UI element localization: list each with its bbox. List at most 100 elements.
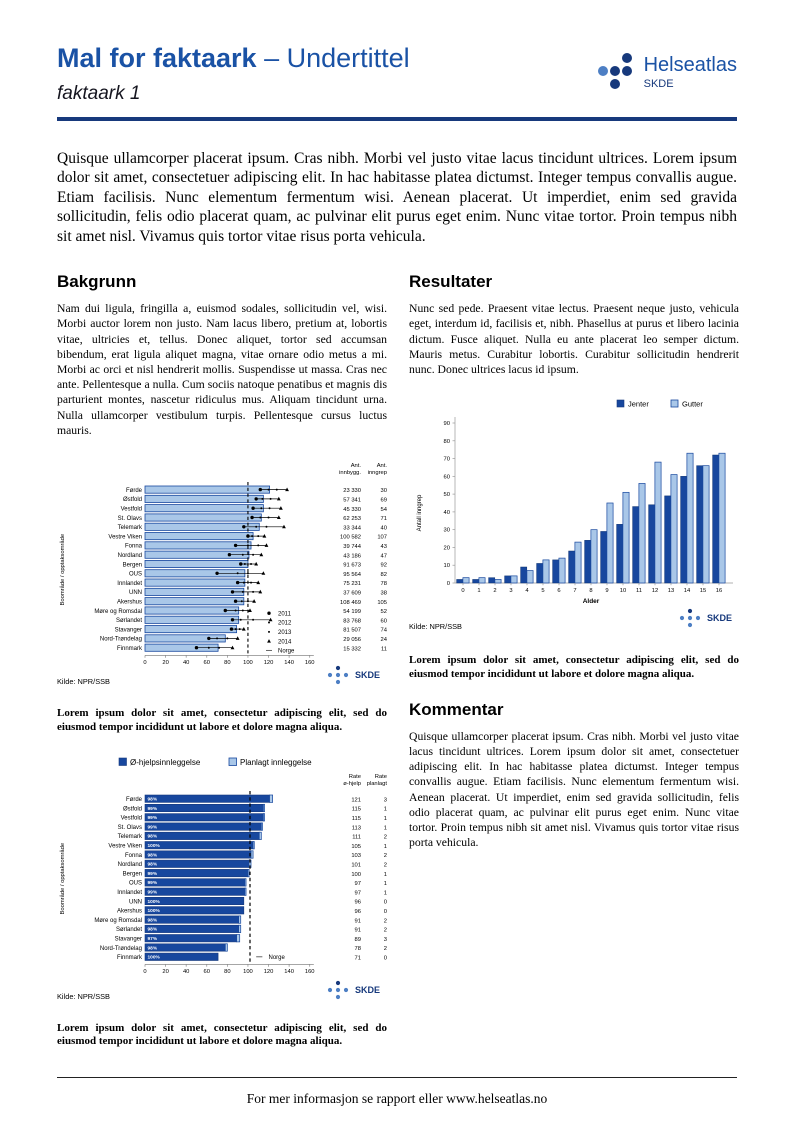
svg-text:99%: 99% <box>148 824 158 830</box>
svg-text:23 330: 23 330 <box>343 488 361 494</box>
svg-text:Østfold: Østfold <box>123 806 142 812</box>
svg-text:2011: 2011 <box>278 612 292 618</box>
svg-text:1: 1 <box>384 843 387 849</box>
svg-text:Telemark: Telemark <box>118 834 143 840</box>
svg-text:2014: 2014 <box>278 639 292 645</box>
svg-text:Kilde: NPR/SSB: Kilde: NPR/SSB <box>409 622 462 631</box>
svg-text:105: 105 <box>351 843 361 849</box>
svg-text:96: 96 <box>355 909 361 915</box>
page-subtitle: faktaark 1 <box>57 82 141 104</box>
svg-text:Nord-Trøndelag: Nord-Trøndelag <box>100 637 142 643</box>
svg-text:52: 52 <box>381 609 387 615</box>
logo-name: Helseatlas <box>643 54 737 76</box>
svg-text:98%: 98% <box>148 945 158 951</box>
svg-text:Gutter: Gutter <box>682 400 703 409</box>
svg-text:Alder: Alder <box>583 598 600 605</box>
svg-text:10: 10 <box>444 564 450 570</box>
header-titles: Mal for faktaark – Undertittel faktaark … <box>57 43 410 105</box>
svg-text:2: 2 <box>384 946 387 952</box>
svg-text:Telemark: Telemark <box>118 525 143 531</box>
svg-text:97%: 97% <box>148 936 158 942</box>
svg-text:UNN: UNN <box>129 590 142 596</box>
svg-text:Stavanger: Stavanger <box>115 936 142 942</box>
svg-text:Boområde / opptaksområde: Boområde / opptaksområde <box>59 843 66 915</box>
svg-text:0: 0 <box>461 588 464 594</box>
svg-text:Kilde: NPR/SSB: Kilde: NPR/SSB <box>57 677 110 686</box>
svg-text:98%: 98% <box>148 833 158 839</box>
svg-text:62 253: 62 253 <box>343 516 361 522</box>
svg-text:39 744: 39 744 <box>343 544 362 550</box>
svg-text:54 199: 54 199 <box>343 609 361 615</box>
svg-text:140: 140 <box>284 968 294 974</box>
svg-text:1: 1 <box>384 890 387 896</box>
kommentar-heading: Kommentar <box>409 699 504 719</box>
kommentar-body: Quisque ullamcorper placerat ipsum. Cras… <box>409 729 739 850</box>
right-column: Resultater Nunc sed pede. Praesent vitae… <box>409 272 739 1049</box>
svg-text:20: 20 <box>162 968 168 974</box>
svg-text:Førde: Førde <box>126 797 143 803</box>
svg-text:160: 160 <box>305 968 315 974</box>
svg-text:100%: 100% <box>148 898 161 904</box>
left-column: Bakgrunn Nam dui ligula, fringilla a, eu… <box>57 272 388 1049</box>
svg-text:100: 100 <box>243 660 253 666</box>
svg-text:Innlandet: Innlandet <box>117 890 142 896</box>
svg-text:91: 91 <box>355 927 361 933</box>
svg-text:90: 90 <box>444 421 450 427</box>
svg-text:89: 89 <box>355 936 361 942</box>
svg-text:2: 2 <box>384 918 387 924</box>
svg-text:140: 140 <box>284 660 294 666</box>
svg-text:15: 15 <box>700 588 706 594</box>
svg-text:98%: 98% <box>148 861 158 867</box>
svg-text:99%: 99% <box>148 805 158 811</box>
svg-text:107: 107 <box>377 535 387 541</box>
svg-text:inngrep: inngrep <box>368 470 387 476</box>
page-title-main: Mal for faktaark <box>57 43 257 73</box>
svg-text:OUS: OUS <box>129 572 142 578</box>
svg-text:100%: 100% <box>148 954 161 960</box>
svg-text:160: 160 <box>305 660 315 666</box>
svg-text:103: 103 <box>351 853 361 859</box>
svg-text:Ant.: Ant. <box>377 463 387 469</box>
chart-regions-rate: Ant. innbygg. Ant. inngrep Boområde / opptak… <box>57 456 388 693</box>
svg-text:innbygg.: innbygg. <box>339 470 361 476</box>
chart1-caption: Lorem ipsum dolor sit amet, consectetur … <box>57 707 387 733</box>
svg-text:OUS: OUS <box>129 880 142 886</box>
svg-text:Nord-Trøndelag: Nord-Trøndelag <box>100 945 142 951</box>
svg-text:SKDE: SKDE <box>707 613 732 623</box>
svg-text:16: 16 <box>716 588 722 594</box>
svg-text:Førde: Førde <box>126 488 143 494</box>
helseatlas-logo-text: Helseatlas SKDE <box>644 54 737 90</box>
svg-text:Fonna: Fonna <box>125 852 143 858</box>
svg-text:2012: 2012 <box>278 621 292 627</box>
svg-text:60: 60 <box>204 660 210 666</box>
intro-paragraph: Quisque ullamcorper placerat ipsum. Cras… <box>57 149 737 245</box>
svg-text:81 507: 81 507 <box>343 628 361 634</box>
svg-text:111: 111 <box>352 834 361 840</box>
svg-text:planlagt: planlagt <box>367 781 387 787</box>
header: Mal for faktaark – Undertittel faktaark … <box>57 43 737 105</box>
svg-text:Akershus: Akershus <box>117 908 142 914</box>
chart3-svg: Ø-hjelpsinnleggelse Planlagt innleggelse R… <box>57 757 387 1001</box>
svg-text:82: 82 <box>381 572 387 578</box>
svg-text:43 186: 43 186 <box>343 553 361 559</box>
svg-text:50: 50 <box>444 492 450 498</box>
svg-text:11: 11 <box>636 588 642 594</box>
svg-text:80: 80 <box>444 439 450 445</box>
svg-text:97: 97 <box>355 881 361 887</box>
svg-text:Innlandet: Innlandet <box>117 581 142 587</box>
bakgrunn-heading: Bakgrunn <box>57 272 137 292</box>
svg-text:69: 69 <box>381 498 387 504</box>
svg-text:9: 9 <box>605 588 608 594</box>
svg-text:Stavanger: Stavanger <box>115 627 142 633</box>
svg-text:Finnmark: Finnmark <box>117 955 143 961</box>
resultater-heading: Resultater <box>409 272 493 292</box>
svg-text:Vestre Viken: Vestre Viken <box>108 843 142 849</box>
svg-text:2: 2 <box>493 588 496 594</box>
svg-text:Akershus: Akershus <box>117 600 142 606</box>
svg-text:100 582: 100 582 <box>340 535 361 541</box>
chart-regions-admissions: Ø-hjelpsinnleggelse Planlagt innleggelse R… <box>57 755 387 1008</box>
svg-text:1: 1 <box>384 806 387 812</box>
svg-text:0: 0 <box>447 581 450 587</box>
svg-text:29 056: 29 056 <box>343 637 361 643</box>
